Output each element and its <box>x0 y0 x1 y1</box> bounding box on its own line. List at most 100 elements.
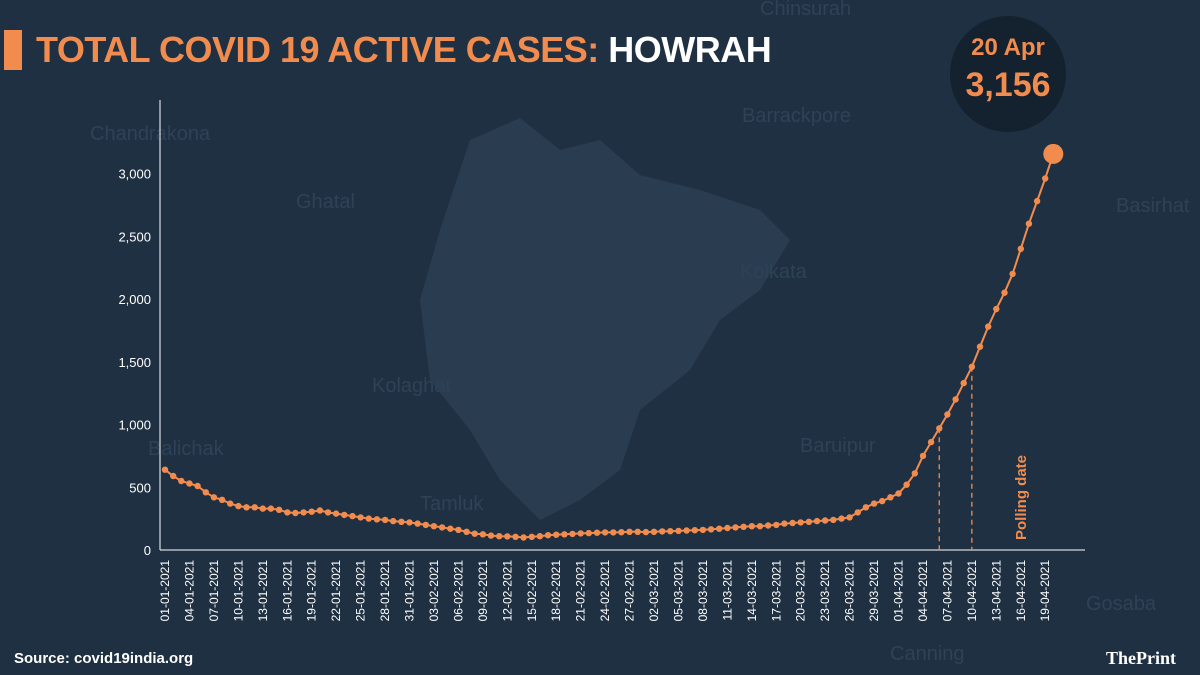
x-tick-label: 22-01-2021 <box>329 560 343 622</box>
data-point <box>773 521 780 529</box>
data-point <box>1001 289 1008 296</box>
data-point <box>854 509 861 516</box>
data-point <box>601 529 609 536</box>
data-point <box>936 425 943 432</box>
data-point <box>373 516 381 523</box>
y-tick-label: 1,000 <box>118 418 151 433</box>
latest-data-point <box>1043 143 1064 164</box>
data-point <box>699 526 707 534</box>
data-point <box>642 528 650 536</box>
data-point <box>479 531 487 538</box>
data-point <box>952 396 959 403</box>
data-point <box>235 502 242 510</box>
data-point <box>805 518 813 525</box>
data-point <box>251 504 258 511</box>
data-point <box>218 496 226 503</box>
map-label: Gosaba <box>1086 593 1157 615</box>
map-label: Chandrakona <box>90 123 211 145</box>
map-label: Kolaghat <box>372 375 451 397</box>
x-tick-label: 13-04-2021 <box>989 560 1003 622</box>
data-point <box>398 518 405 525</box>
data-point <box>764 522 772 529</box>
data-point <box>504 533 511 540</box>
data-point <box>316 507 324 514</box>
data-point <box>838 515 845 522</box>
data-point <box>944 411 951 418</box>
x-tick-label: 16-04-2021 <box>1014 560 1028 622</box>
data-point <box>789 519 796 527</box>
data-point <box>707 526 715 533</box>
data-point <box>675 527 682 535</box>
data-point <box>471 530 478 537</box>
map-label: Canning <box>890 643 965 665</box>
data-point <box>324 509 332 516</box>
x-tick-label: 05-03-2021 <box>671 560 685 622</box>
data-point <box>1033 197 1041 205</box>
data-point <box>202 489 209 496</box>
x-tick-label: 13-01-2021 <box>256 560 270 622</box>
data-point <box>993 305 1000 313</box>
data-point <box>756 523 764 530</box>
data-point <box>227 500 234 507</box>
data-point <box>381 516 389 524</box>
data-point <box>650 528 658 535</box>
x-tick-label: 12-02-2021 <box>500 560 514 622</box>
data-point <box>414 520 421 527</box>
data-point <box>960 379 967 387</box>
data-point <box>903 481 910 488</box>
data-point <box>430 523 438 530</box>
data-point <box>186 480 193 487</box>
data-point <box>911 470 918 477</box>
data-point <box>577 530 584 537</box>
y-tick-label: 2,500 <box>118 229 151 244</box>
x-tick-label: 03-02-2021 <box>427 560 441 622</box>
badge-date: 20 Apr <box>971 34 1045 61</box>
x-tick-label: 25-01-2021 <box>354 560 368 622</box>
data-point <box>659 528 666 535</box>
y-tick-label: 1,500 <box>118 355 151 370</box>
x-tick-label: 18-02-2021 <box>549 560 563 622</box>
data-point <box>879 497 886 505</box>
data-point <box>422 521 429 529</box>
data-point <box>985 323 992 330</box>
data-point <box>284 509 291 516</box>
polling-date-label: Polling date <box>1013 455 1030 540</box>
data-point <box>691 527 698 534</box>
data-point <box>813 517 821 525</box>
data-point <box>536 533 544 540</box>
x-tick-label: 02-03-2021 <box>647 560 661 622</box>
x-tick-label: 04-04-2021 <box>916 560 930 622</box>
x-tick-label: 10-01-2021 <box>231 560 245 622</box>
x-tick-label: 04-01-2021 <box>182 560 196 622</box>
data-point <box>496 533 503 540</box>
x-tick-label: 21-02-2021 <box>574 560 588 622</box>
x-tick-labels: 01-01-2021 04-01-2021 07-01-2021 10-01-2021… <box>158 560 1052 622</box>
data-point <box>797 519 804 526</box>
x-tick-label: 16-01-2021 <box>280 560 294 622</box>
data-point <box>170 472 177 480</box>
data-point <box>887 494 894 501</box>
x-tick-label: 09-02-2021 <box>476 560 490 622</box>
data-point <box>610 529 617 536</box>
data-point <box>178 477 185 485</box>
x-tick-label: 15-02-2021 <box>525 560 539 622</box>
x-tick-label: 01-01-2021 <box>158 560 172 622</box>
x-tick-label: 08-03-2021 <box>696 560 710 622</box>
map-label: Barrackpore <box>742 105 851 127</box>
background-map: Chinsurah Chandrakona Barrackpore Ghatal Bas… <box>90 0 1190 665</box>
data-point <box>748 523 755 530</box>
title-place: HOWRAH <box>608 29 772 70</box>
data-point <box>821 517 829 524</box>
data-point <box>275 506 283 513</box>
x-tick-label: 31-01-2021 <box>403 560 417 622</box>
series-active-cases <box>161 143 1064 541</box>
title-main: TOTAL COVID 19 ACTIVE CASES: <box>36 29 599 70</box>
map-label: Basirhat <box>1116 195 1190 217</box>
x-tick-label: 24-02-2021 <box>598 560 612 622</box>
x-tick-label: 14-03-2021 <box>745 560 759 622</box>
data-point <box>976 343 984 350</box>
data-point <box>243 504 250 511</box>
data-point <box>870 500 878 507</box>
data-point <box>300 509 307 516</box>
data-point <box>968 363 976 370</box>
